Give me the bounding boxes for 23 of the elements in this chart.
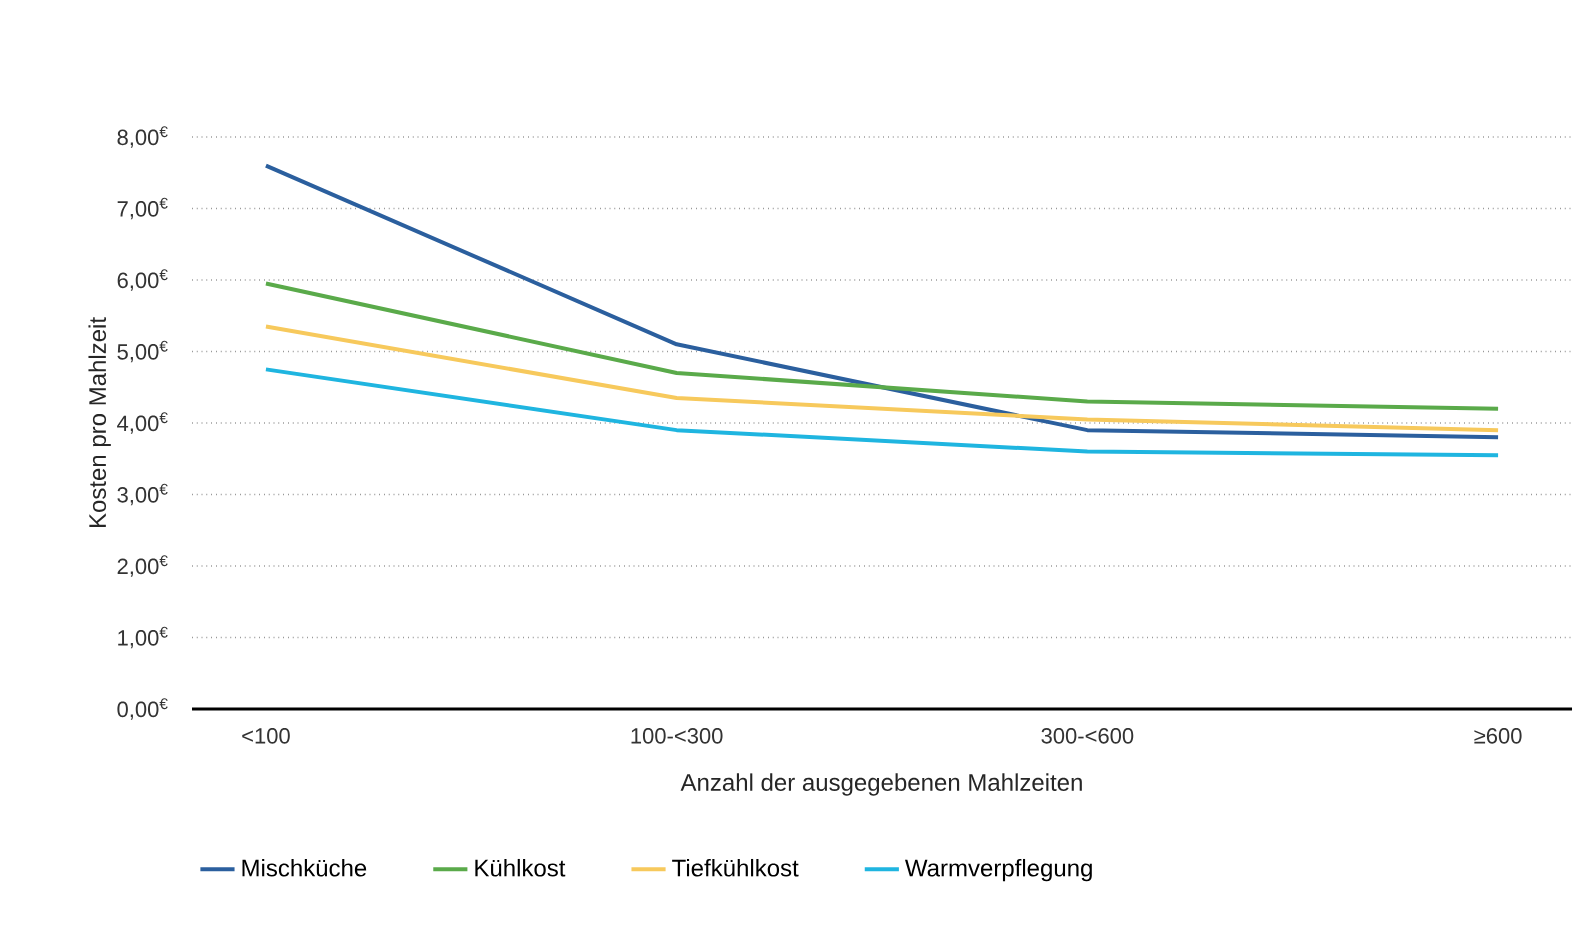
x-tick-label: <100	[242, 728, 290, 744]
x-axis-title: Anzahl der ausgegebenen Mahlzeiten	[680, 773, 1082, 796]
y-tick-label: 5,00$^{€}$	[117, 340, 168, 363]
legend-label: Mischküche	[242, 858, 367, 877]
y-axis-title: Kosten pro Mahlzeit	[88, 317, 111, 528]
y-tick-label: 8,00$^{€}$	[117, 126, 168, 148]
y-tick-label: 1,00$^{€}$	[118, 626, 168, 649]
line-series	[263, 324, 1501, 433]
x-tick-label: ≥600	[1474, 728, 1522, 744]
y-tick-label: 3,00$^{€}$	[117, 483, 168, 506]
line-series	[263, 281, 1501, 411]
legend-label: Kühlkost	[475, 858, 566, 877]
y-tick-label: 0,00$^{€}$	[117, 698, 168, 720]
y-tick-label: 2,00$^{€}$	[117, 555, 168, 577]
line-series	[263, 163, 1501, 440]
y-tick-label: 6,00$^{€}$	[117, 269, 168, 291]
x-tick-label: 100-<300	[631, 728, 723, 744]
x-tick-label: 300-<600	[1041, 728, 1134, 744]
y-tick-label: 7,00$^{€}$	[117, 197, 168, 220]
y-tick-label: 4,00$^{€}$	[117, 412, 168, 434]
legend-label: Warmverpflegung	[905, 858, 1092, 882]
legend-label: Tiefkühlkost	[672, 858, 799, 877]
line-series	[263, 367, 1501, 458]
